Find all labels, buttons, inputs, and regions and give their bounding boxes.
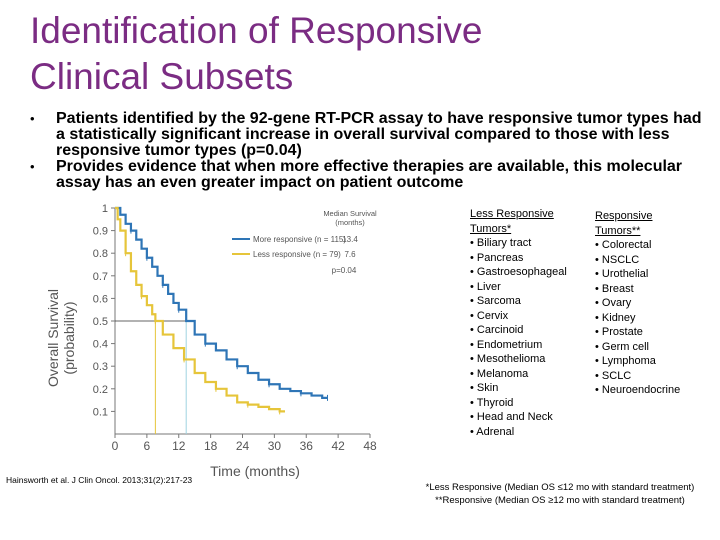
footnote-line-1: *Less Responsive (Median OS ≤12 mo with …	[425, 482, 695, 493]
legend-header-line-1: Median Survival	[323, 209, 377, 218]
survival-chart: 0.1 0.2 0.3 0.4 0.5 0.6 0.7 0.8 0.9 1 0 6 12 18 24 30 36…	[45, 203, 377, 479]
legend-median-less: 7.6	[344, 250, 356, 259]
legend-label-less: Less responsive (n = 79)	[253, 250, 341, 259]
y-tick-label: 0.9	[93, 226, 108, 238]
list-item: • Ovary	[595, 297, 632, 309]
y-axis-title-line-1: Overall Survival	[45, 289, 61, 387]
legend-median-more: 13.4	[342, 235, 358, 244]
p-value: p=0.04	[332, 266, 357, 275]
bullet-text: Patients identified by the 92-gene RT-PC…	[56, 110, 702, 159]
x-tick-label: 48	[363, 439, 377, 453]
series-layer	[115, 206, 328, 415]
list-item: • Neuroendocrine	[595, 384, 681, 396]
title-line-2: Clinical Subsets	[30, 56, 294, 97]
slide-title: Identification of Responsive Clinical Su…	[30, 8, 690, 100]
responsive-header-line-1: Responsive	[595, 210, 653, 222]
x-tick-label: 30	[268, 439, 282, 453]
list-item: • Pancreas	[470, 251, 524, 264]
bullet-text: Provides evidence that when more effecti…	[56, 158, 683, 191]
y-tick-label: 0.5	[93, 316, 108, 328]
y-axis-title-line-2: (probability)	[61, 301, 77, 374]
legend-header-line-2: (months)	[335, 218, 365, 227]
legend-label-more: More responsive (n = 115)	[253, 235, 346, 244]
list-item: • Skin	[470, 382, 499, 394]
survival-curve-more-responsive	[115, 206, 328, 399]
x-tick-label: 24	[236, 439, 250, 453]
list-item: • Liver	[470, 280, 501, 293]
list-item: • Biliary tract	[470, 237, 532, 249]
x-tick-label: 18	[204, 439, 218, 453]
median-lines	[115, 320, 187, 434]
title-line-1: Identification of Responsive	[30, 10, 483, 51]
y-tick-label: 1	[102, 203, 108, 215]
list-item: • Breast	[595, 282, 634, 295]
bullet-list: • Patients identified by the 92-gene RT-…	[30, 111, 710, 191]
y-tick-label: 0.7	[93, 271, 108, 283]
responsive-list: Responsive Tumors** • Colorectal • NSCLC •…	[595, 209, 680, 398]
footnote-line-2: **Responsive (Median OS ≥12 mo with stan…	[435, 494, 685, 506]
list-item: • Sarcoma	[470, 295, 521, 307]
list-item: • SCLC	[595, 369, 632, 382]
x-tick-label: 42	[331, 439, 345, 453]
citation: Hainsworth et al. J Clin Oncol. 2013;31(…	[6, 475, 193, 485]
list-item: • Head and Neck	[470, 411, 553, 423]
list-item: • Cervix	[470, 309, 509, 322]
list-item: • Kidney	[595, 311, 636, 324]
list-item: • Germ cell	[595, 340, 649, 353]
list-item: • Endometrium	[470, 338, 543, 351]
list-item: • Thyroid	[470, 396, 514, 409]
list-item: • Gastroesophageal	[470, 266, 567, 278]
y-tick-label: 0.8	[93, 248, 108, 260]
axes-layer: 0.1 0.2 0.3 0.4 0.5 0.6 0.7 0.8 0.9 1 0 6 12 18 24 30 36…	[93, 203, 377, 453]
list-item: • Urothelial	[595, 268, 649, 280]
x-tick-label: 6	[144, 439, 151, 453]
responsive-header-line-2: Tumors**	[595, 224, 641, 237]
less-responsive-header-line-2: Tumors*	[470, 222, 512, 235]
x-tick-label: 12	[172, 439, 186, 453]
bullet-marker: •	[30, 159, 35, 174]
bullet-item: • Provides evidence that when more effec…	[30, 159, 710, 191]
x-axis-title: Time (months)	[210, 463, 300, 479]
chart-legend: Median Survival (months) More responsive…	[232, 209, 377, 275]
list-item: • Colorectal	[595, 239, 652, 251]
less-responsive-list: Less Responsive Tumors* • Biliary tract •…	[470, 207, 567, 439]
y-tick-label: 0.1	[93, 406, 108, 418]
list-item: • Adrenal	[470, 425, 515, 438]
y-tick-label: 0.6	[93, 293, 108, 305]
y-tick-label: 0.4	[93, 339, 108, 351]
list-item: • Mesothelioma	[470, 353, 546, 365]
bullet-item: • Patients identified by the 92-gene RT-…	[30, 111, 710, 159]
y-tick-label: 0.2	[93, 384, 108, 396]
less-responsive-header-line-1: Less Responsive	[470, 208, 554, 220]
list-item: • Carcinoid	[470, 324, 524, 336]
list-item: • Lymphoma	[595, 355, 656, 367]
list-item: • Prostate	[595, 326, 643, 338]
y-tick-label: 0.3	[93, 361, 108, 373]
x-tick-label: 36	[300, 439, 314, 453]
footnote: *Less Responsive (Median OS ≤12 mo with …	[405, 482, 715, 507]
list-item: • Melanoma	[470, 367, 529, 380]
bullet-marker: •	[30, 111, 35, 126]
x-tick-label: 0	[112, 439, 119, 453]
list-item: • NSCLC	[595, 253, 640, 266]
